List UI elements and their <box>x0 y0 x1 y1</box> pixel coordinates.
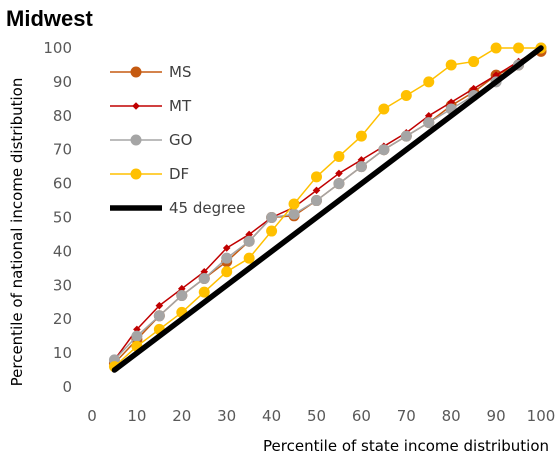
y-tick-label: 60 <box>53 175 72 193</box>
y-tick-label: 70 <box>53 141 72 159</box>
data-point-df <box>243 252 255 264</box>
x-tick-label: 0 <box>87 407 97 425</box>
x-tick-label: 60 <box>352 407 371 425</box>
data-point-go <box>423 117 435 129</box>
data-point-go <box>176 289 188 301</box>
y-tick-label: 30 <box>53 276 72 294</box>
y-tick-label: 40 <box>53 242 72 260</box>
data-point-mt <box>312 186 321 195</box>
legend-entry-mt: MT <box>110 97 192 115</box>
plot-area <box>108 42 547 373</box>
data-point-df <box>490 42 502 54</box>
chart-title: Midwest <box>6 6 93 31</box>
legend-label-45-degree: 45 degree <box>169 199 245 217</box>
series-line-mt <box>113 47 542 361</box>
data-point-go <box>266 212 278 223</box>
data-point-mt <box>222 244 231 252</box>
x-axis-label: Percentile of state income distribution <box>263 437 549 455</box>
data-point-go <box>243 235 255 247</box>
data-point-go <box>288 208 300 220</box>
x-tick-label: 70 <box>397 407 416 425</box>
legend-marker-df <box>130 168 142 180</box>
x-tick-label: 80 <box>442 407 461 425</box>
legend-label-ms: MS <box>169 63 191 81</box>
legend-entry-go: GO <box>110 131 192 149</box>
series-45-degree <box>111 45 544 373</box>
y-tick-label: 90 <box>53 73 72 91</box>
legend-label-mt: MT <box>169 97 192 115</box>
data-point-go <box>153 310 165 322</box>
x-tick-label: 90 <box>487 407 506 425</box>
data-point-go <box>221 252 233 264</box>
legend-entry-df: DF <box>110 165 189 183</box>
series-df <box>108 42 547 373</box>
data-point-go <box>131 330 143 342</box>
x-tick-label: 40 <box>262 407 281 425</box>
legend: MS MT GO DF 45 degree <box>110 63 245 217</box>
y-tick-label: 10 <box>53 344 72 362</box>
data-point-mt <box>133 325 141 334</box>
x-tick-label: 50 <box>307 407 326 425</box>
y-tick-label: 0 <box>62 378 72 396</box>
data-point-df <box>355 130 367 142</box>
legend-label-df: DF <box>169 165 189 183</box>
data-point-mt <box>155 301 164 310</box>
data-point-go <box>333 178 345 190</box>
data-point-go <box>198 273 210 285</box>
data-point-df <box>288 198 300 210</box>
y-tick-label: 50 <box>53 209 72 227</box>
data-point-df <box>333 150 345 162</box>
data-point-df <box>468 56 480 68</box>
data-point-go <box>311 195 322 207</box>
legend-label-go: GO <box>169 131 192 149</box>
data-point-go <box>378 144 390 156</box>
data-point-mt <box>335 169 343 178</box>
data-point-df <box>378 103 390 115</box>
data-point-df <box>221 266 233 278</box>
data-point-df <box>266 225 278 237</box>
data-point-go <box>355 161 367 173</box>
data-point-mt <box>245 230 253 239</box>
legend-marker-ms <box>130 66 142 78</box>
y-tick-label: 80 <box>53 107 72 125</box>
data-point-mt <box>200 267 209 276</box>
data-point-mt <box>178 284 186 293</box>
data-point-df <box>445 59 457 71</box>
y-axis-label: Percentile of national income distributi… <box>8 78 26 387</box>
data-point-df <box>513 42 525 54</box>
y-tick-label: 100 <box>43 39 72 57</box>
data-point-df <box>400 89 412 101</box>
data-point-mt <box>357 156 366 164</box>
data-point-df <box>198 286 210 298</box>
data-point-go <box>400 130 412 142</box>
data-point-df <box>423 76 435 88</box>
series-line-45-degree <box>111 45 544 373</box>
legend-entry-45-degree: 45 degree <box>110 199 245 217</box>
x-tick-label: 100 <box>527 407 556 425</box>
x-tick-label: 10 <box>127 407 146 425</box>
legend-entry-ms: MS <box>110 63 191 81</box>
axes: 0 10 20 30 40 50 60 70 80 90 100 0 10 20 30 40 50 60 70 80 9… <box>43 39 555 425</box>
data-point-df <box>311 171 322 183</box>
y-tick-label: 20 <box>53 310 72 328</box>
x-tick-label: 30 <box>217 407 236 425</box>
legend-marker-mt <box>132 102 140 110</box>
legend-marker-go <box>130 134 142 146</box>
x-tick-label: 20 <box>172 407 191 425</box>
